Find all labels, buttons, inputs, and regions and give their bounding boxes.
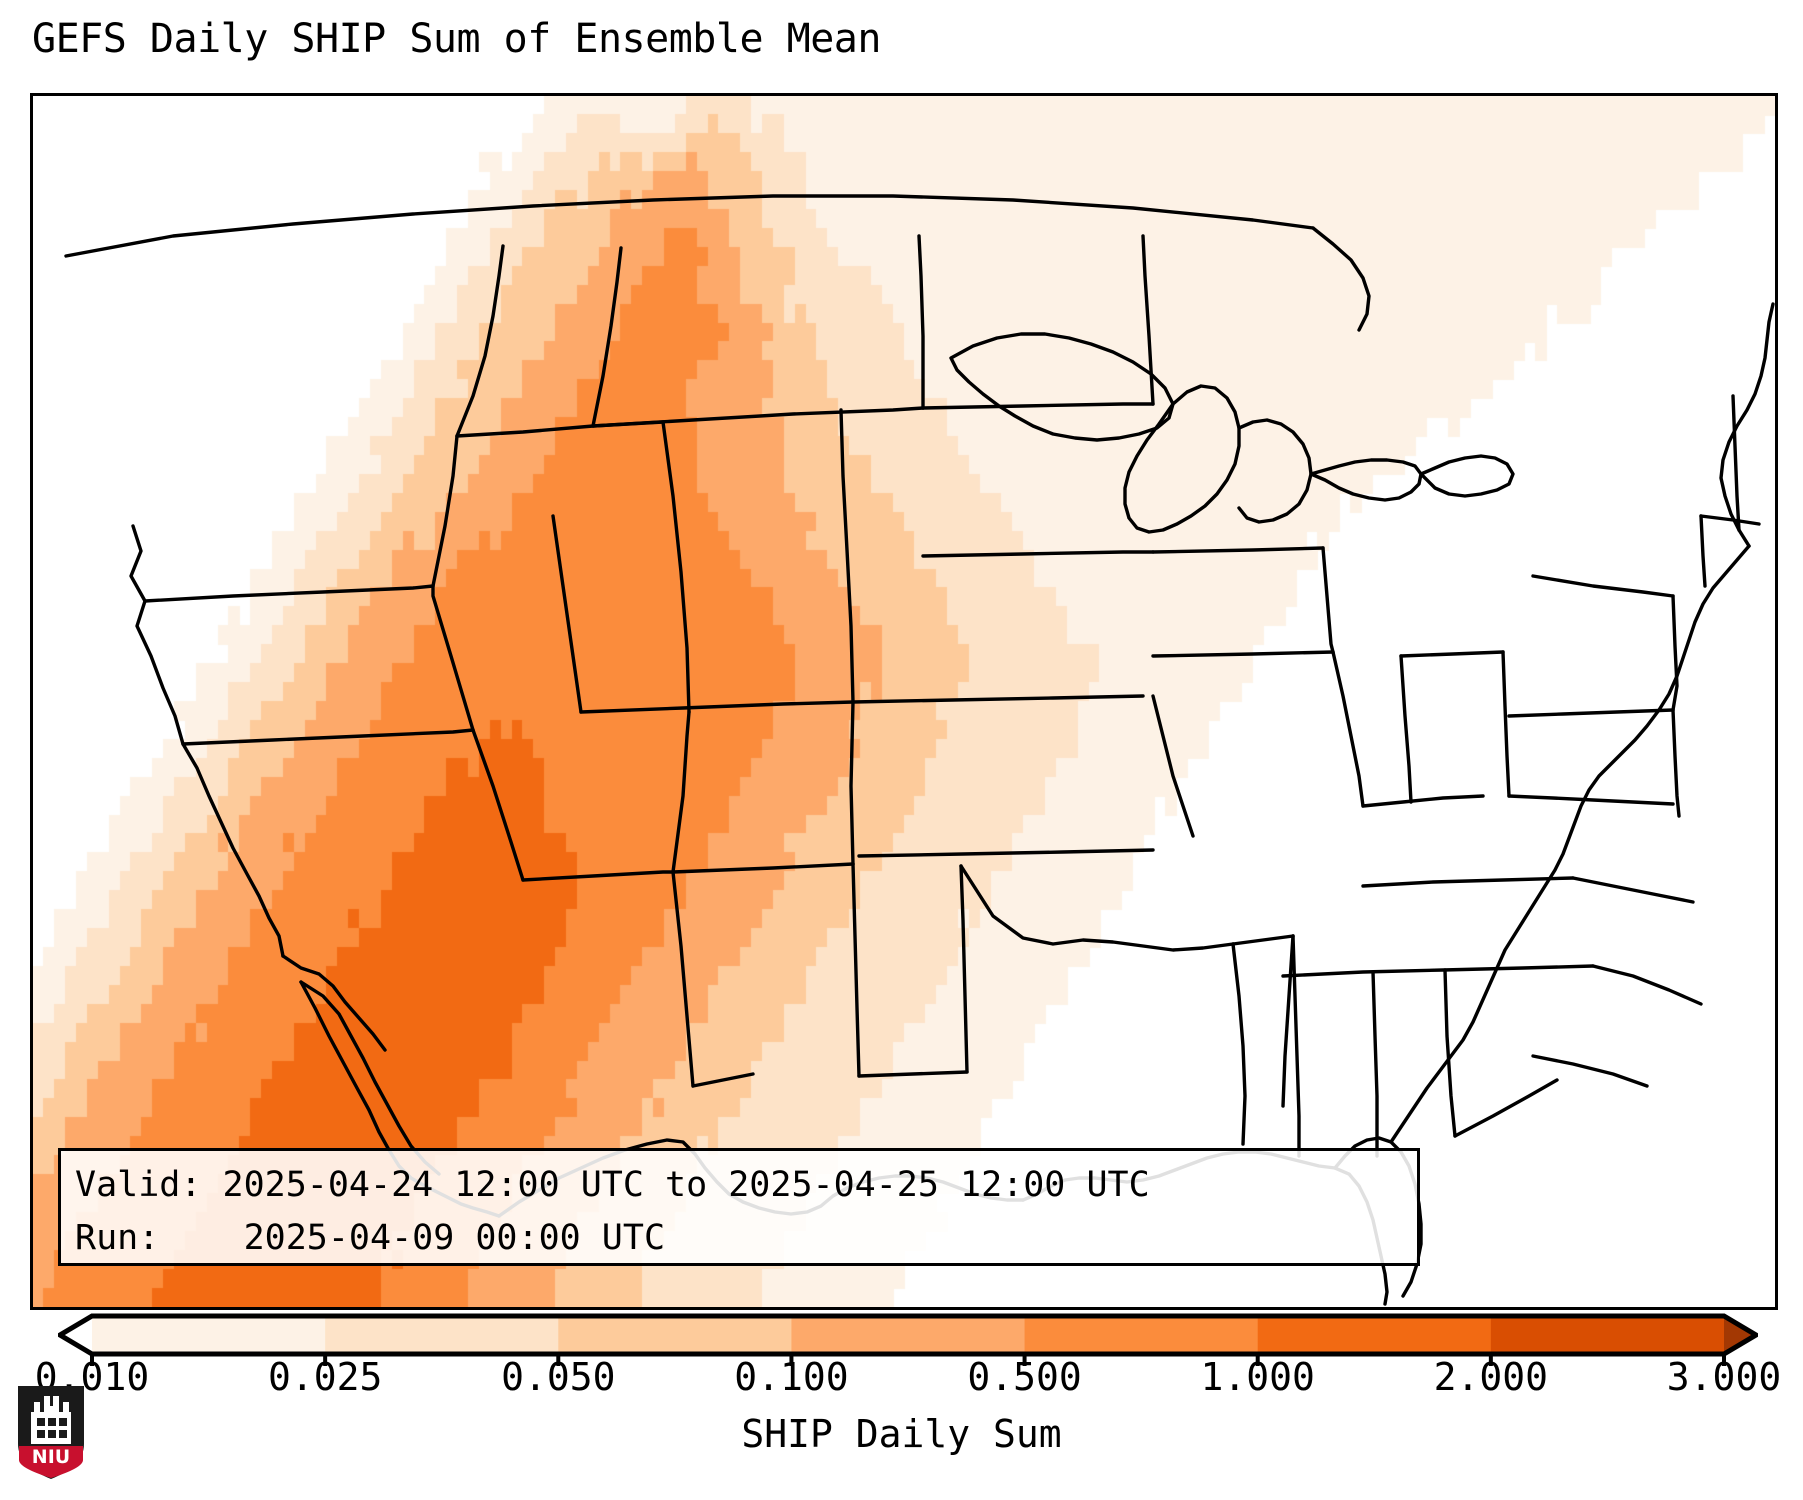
colorbar: [58, 1313, 1758, 1366]
ship-shaded-field: [33, 96, 1775, 1307]
colorbar-band: [1490, 1316, 1725, 1354]
colorbar-band: [791, 1316, 1026, 1354]
logo-banner-shape: [19, 1446, 83, 1478]
colorbar-band: [1257, 1316, 1492, 1354]
valid-run-annotation-box: Valid: 2025-04-24 12:00 UTC to 2025-04-2…: [58, 1148, 1420, 1266]
colorbar-tick-label: 0.050: [501, 1355, 616, 1399]
map-plot-area: [30, 93, 1778, 1310]
colorbar-tick-labels: 0.010 0.025 0.050 0.100 0.500 1.000 2.000 3.000: [0, 1355, 1803, 1407]
colorbar-band: [92, 1316, 326, 1354]
niu-logo: NIU: [18, 1386, 84, 1479]
colorbar-over-arrow: [1724, 1316, 1756, 1354]
colorbar-tick-label: 0.500: [967, 1355, 1082, 1399]
colorbar-bands: [60, 1316, 1756, 1354]
map-inner: [33, 96, 1775, 1307]
valid-time-text: Valid: 2025-04-24 12:00 UTC to 2025-04-2…: [75, 1165, 1150, 1205]
colorbar-axis-label: SHIP Daily Sum: [741, 1412, 1062, 1456]
colorbar-tick-label: 2.000: [1433, 1355, 1549, 1399]
logo-castle-icon: [31, 1396, 71, 1444]
run-time-text: Run: 2025-04-09 00:00 UTC: [75, 1218, 666, 1258]
colorbar-svg: [58, 1313, 1758, 1366]
colorbar-tick-label: 1.000: [1200, 1355, 1315, 1399]
logo-castle-windows: [37, 1418, 67, 1438]
colorbar-under-arrow: [60, 1316, 92, 1354]
colorbar-band: [325, 1316, 559, 1354]
colorbar-band: [558, 1316, 793, 1354]
logo-text: NIU: [32, 1446, 70, 1468]
colorbar-tick-label: 0.100: [734, 1355, 849, 1399]
page-title: GEFS Daily SHIP Sum of Ensemble Mean: [32, 16, 881, 62]
colorbar-tick-label: 0.025: [267, 1355, 383, 1399]
colorbar-tick-label: 3.000: [1666, 1355, 1782, 1399]
colorbar-band: [1024, 1316, 1259, 1354]
colorbar-outline: [58, 1313, 1758, 1366]
